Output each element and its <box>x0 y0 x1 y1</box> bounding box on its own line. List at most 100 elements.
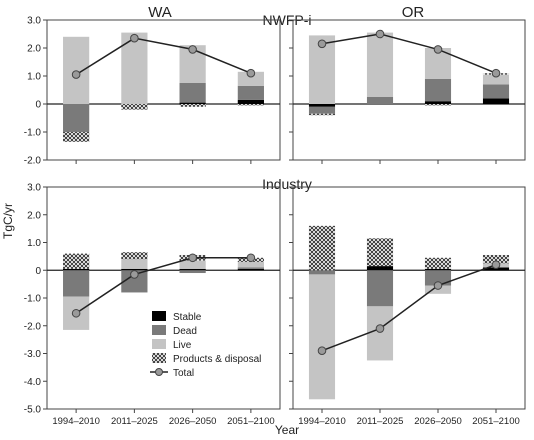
y-tick-label: -1.0 <box>24 294 42 305</box>
total-line <box>75 37 252 76</box>
bar-products <box>482 254 510 264</box>
bar-products <box>308 113 336 116</box>
x-tick-label: 2051–2100 <box>227 416 275 427</box>
bar-dead <box>424 270 452 286</box>
bar-products <box>424 104 452 106</box>
bar-stable <box>424 101 452 104</box>
x-tick-label: 2026–2050 <box>414 416 462 427</box>
total-point <box>71 308 81 318</box>
bar-live <box>366 32 394 97</box>
bar-dead <box>366 270 394 307</box>
y-tick-label: 1.0 <box>27 238 41 249</box>
total-point <box>491 260 501 270</box>
bar-dead <box>121 270 148 293</box>
total-point <box>130 270 139 279</box>
bar-stable <box>179 102 206 104</box>
bar-products <box>121 104 148 110</box>
legend-label-dead: Dead <box>173 326 197 337</box>
bar-dead <box>308 106 336 114</box>
bar-products <box>237 104 264 106</box>
legend-label-live: Live <box>173 340 192 351</box>
panel-frame <box>46 19 281 161</box>
bar-stable <box>63 268 90 271</box>
x-tick-label: 2011–2025 <box>357 416 404 427</box>
legend-swatch-stable <box>152 311 166 321</box>
total-line <box>75 257 251 314</box>
legend-label-stable: Stable <box>173 312 202 323</box>
bar-live <box>482 74 510 85</box>
bar-products <box>424 257 452 269</box>
y-tick-label: 0 <box>35 266 41 277</box>
panel-industry-wa: 3.0 2.0 1.0 0 -1.0 -2.0 -3.0 -4.0 -5.0 1994–2010 2… <box>24 183 281 427</box>
total-point <box>188 45 197 54</box>
bar-products <box>308 225 336 271</box>
total-point <box>375 29 385 39</box>
bar-products <box>179 104 206 107</box>
panel-industry-or: 1994–2010 2011–2025 2026–2050 2051–2100 <box>289 186 526 427</box>
col-title-wa: WA <box>148 4 172 21</box>
x-axis-label: Year <box>275 423 299 437</box>
bar-stable <box>121 268 148 271</box>
total-point <box>317 346 327 356</box>
total-point <box>130 33 139 43</box>
total-point <box>433 45 443 54</box>
panel-frame <box>292 19 526 161</box>
bar-stable <box>237 268 264 271</box>
total-point <box>246 68 256 78</box>
bar-dead <box>308 270 336 275</box>
total-line <box>321 33 497 74</box>
y-tick-label: 2.0 <box>27 210 41 221</box>
legend: Stable Dead Live Products & disposal Tot… <box>150 311 261 379</box>
legend-swatch-dead <box>152 325 166 335</box>
y-tick-label: -4.0 <box>24 377 42 388</box>
bar-stable <box>308 104 336 107</box>
row-title-nwfp: NWFP-i <box>263 12 312 28</box>
bar-dead <box>237 85 264 100</box>
y-tick-label: 3.0 <box>27 16 41 27</box>
total-point <box>317 39 327 49</box>
y-tick-label: -1.0 <box>24 128 42 139</box>
y-axis-label: TgC/yr <box>1 203 15 239</box>
y-tick-label: 1.0 <box>27 72 41 83</box>
bar-products <box>63 132 90 142</box>
total-point <box>491 68 501 78</box>
total-point <box>71 70 81 79</box>
bar-stable <box>179 268 206 271</box>
bar-live <box>308 274 336 400</box>
col-title-or: OR <box>402 4 425 21</box>
bar-dead <box>63 270 90 297</box>
x-tick-label: 1994–2010 <box>52 416 100 427</box>
x-tick-label: 2011–2025 <box>111 416 158 427</box>
x-tick-label: 2026–2050 <box>169 416 217 427</box>
y-tick-label: -5.0 <box>24 405 42 416</box>
x-tick-label: 2051–2100 <box>472 416 520 427</box>
row-title-bg-industry <box>253 175 321 193</box>
panel-nwfpi-or <box>289 19 526 164</box>
bar-dead <box>482 84 510 99</box>
row-title-industry: Industry <box>262 176 312 192</box>
legend-label-total: Total <box>173 368 194 379</box>
legend-label-products: Products & disposal <box>173 354 261 365</box>
y-tick-label: 0 <box>35 100 41 111</box>
bar-dead <box>237 267 264 269</box>
bar-dead <box>424 78 452 102</box>
total-point <box>433 281 443 290</box>
bar-live <box>237 71 264 86</box>
y-tick-label: 3.0 <box>27 183 41 194</box>
bar-live <box>237 261 264 268</box>
panel-nwfpi-wa: 3.0 2.0 1.0 0 -1.0 -2.0 <box>24 16 281 167</box>
bar-products <box>366 238 394 267</box>
bar-live <box>121 259 148 269</box>
y-tick-label: -3.0 <box>24 349 42 360</box>
legend-marker-total <box>155 368 163 376</box>
bar-live <box>179 260 206 269</box>
total-point <box>246 253 256 263</box>
total-line <box>321 263 497 352</box>
bar-stable <box>237 99 264 104</box>
y-tick-label: -2.0 <box>24 321 42 332</box>
total-point <box>188 253 197 263</box>
bar-stable <box>424 268 452 271</box>
total-point <box>375 324 385 333</box>
bar-dead <box>63 104 90 132</box>
